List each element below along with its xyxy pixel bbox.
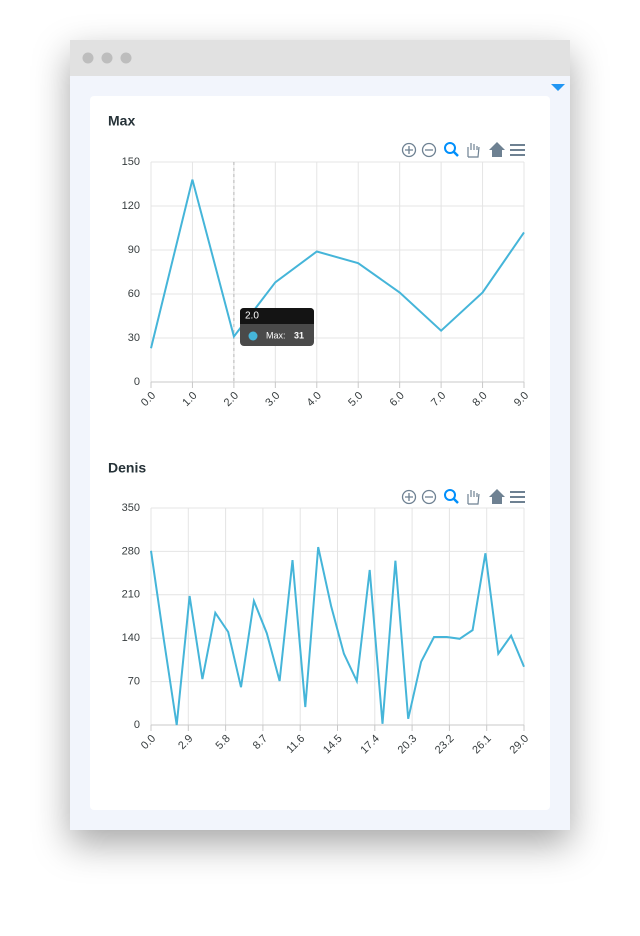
tooltip-title: 2.0: [245, 311, 259, 322]
icon: [510, 491, 525, 503]
window-dot[interactable]: [82, 52, 94, 64]
icon: [405, 493, 413, 501]
icon: [453, 498, 459, 504]
zoom-out-button[interactable]: [421, 489, 437, 505]
icon: [453, 151, 459, 157]
window-dot[interactable]: [101, 52, 113, 64]
line-series: [150, 546, 525, 726]
y-tick-label: 120: [122, 200, 140, 212]
y-tick-label: 0: [134, 376, 140, 388]
pan-button[interactable]: [467, 490, 480, 505]
zoom-button[interactable]: [444, 489, 459, 504]
y-tick-label: 0: [134, 719, 140, 731]
icon: [401, 489, 417, 505]
title-bar: [70, 40, 570, 76]
icon: [489, 489, 505, 504]
reset-button[interactable]: [489, 489, 505, 504]
toolbar: [401, 489, 525, 505]
y-tick-label: 140: [122, 632, 140, 644]
icon: [489, 142, 505, 157]
icon: [467, 143, 480, 158]
y-tick-label: 280: [122, 545, 140, 557]
tooltip: 2.0 Max: 31: [240, 308, 314, 346]
zoom-in-button[interactable]: [401, 489, 417, 505]
y-tick-label: 150: [122, 156, 140, 168]
chart-title: Max: [108, 113, 135, 129]
icon: [421, 142, 437, 158]
dropdown-arrow[interactable]: [551, 84, 565, 91]
zoom-button[interactable]: [444, 142, 459, 157]
line-series: [150, 179, 525, 349]
reset-button[interactable]: [489, 142, 505, 157]
y-tick-label: 70: [128, 676, 140, 688]
tooltip-marker: [248, 331, 258, 341]
icon: [467, 490, 480, 505]
menu-button[interactable]: [510, 144, 525, 156]
tooltip-header: [240, 308, 314, 324]
icon: [401, 142, 417, 158]
menu-button[interactable]: [510, 491, 525, 503]
chart-title: Denis: [108, 460, 146, 476]
icon: [444, 489, 456, 501]
y-tick-label: 210: [122, 589, 140, 601]
toolbar: [401, 142, 525, 158]
y-tick-label: 350: [122, 502, 140, 514]
icon: [444, 142, 456, 154]
icon: [405, 146, 413, 154]
zoom-out-button[interactable]: [421, 142, 437, 158]
browser-window: [70, 40, 570, 830]
icon: [421, 489, 437, 505]
tooltip-value: 31: [294, 330, 304, 340]
y-tick-label: 60: [128, 288, 140, 300]
pan-button[interactable]: [467, 143, 480, 158]
icon: [510, 144, 525, 156]
card: [90, 96, 550, 810]
tooltip-series: Max:: [266, 330, 286, 340]
window-dot[interactable]: [120, 52, 132, 64]
y-tick-label: 30: [128, 332, 140, 344]
y-tick-label: 90: [128, 244, 140, 256]
zoom-in-button[interactable]: [401, 142, 417, 158]
